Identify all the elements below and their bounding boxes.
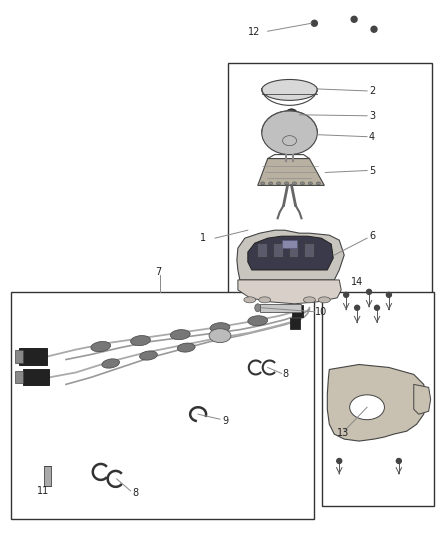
Polygon shape (258, 158, 324, 185)
Bar (15, 372, 23, 383)
Ellipse shape (351, 17, 357, 22)
Ellipse shape (355, 305, 360, 310)
Ellipse shape (262, 111, 318, 155)
Text: 3: 3 (369, 111, 375, 121)
Ellipse shape (337, 458, 342, 464)
Ellipse shape (170, 329, 190, 340)
Text: 2: 2 (369, 86, 375, 96)
Polygon shape (327, 365, 427, 441)
Ellipse shape (304, 297, 315, 303)
Ellipse shape (259, 297, 271, 303)
Bar (228, 63, 431, 297)
Text: 9: 9 (222, 416, 228, 426)
Ellipse shape (396, 458, 401, 464)
Ellipse shape (374, 305, 379, 310)
Ellipse shape (318, 297, 330, 303)
Ellipse shape (311, 20, 318, 26)
Text: 13: 13 (337, 428, 350, 438)
Text: 1: 1 (200, 233, 206, 243)
Text: 11: 11 (37, 486, 49, 496)
Bar (19, 348, 47, 366)
Text: 8: 8 (133, 488, 139, 498)
Ellipse shape (350, 395, 385, 419)
Text: 14: 14 (351, 277, 364, 287)
Bar (282, 240, 297, 248)
Bar (304, 243, 314, 257)
Ellipse shape (308, 182, 312, 185)
Ellipse shape (102, 359, 120, 368)
Bar (289, 243, 298, 257)
Ellipse shape (262, 79, 318, 100)
Ellipse shape (131, 336, 150, 346)
Ellipse shape (285, 182, 289, 185)
Polygon shape (238, 280, 341, 304)
Text: 6: 6 (369, 231, 375, 241)
Polygon shape (248, 236, 333, 270)
Bar (11, 292, 314, 519)
Ellipse shape (91, 342, 111, 352)
Text: 10: 10 (315, 307, 328, 317)
Ellipse shape (277, 182, 281, 185)
Text: 8: 8 (283, 369, 289, 379)
Polygon shape (237, 230, 344, 280)
Ellipse shape (140, 351, 157, 360)
Bar (260, 304, 301, 312)
Ellipse shape (367, 289, 371, 294)
Bar (292, 305, 304, 317)
Text: 12: 12 (248, 27, 260, 37)
Ellipse shape (286, 109, 297, 119)
Bar (273, 243, 283, 257)
Bar (15, 350, 23, 364)
Text: 4: 4 (369, 132, 375, 142)
Ellipse shape (177, 343, 195, 352)
Bar (44, 466, 51, 486)
Ellipse shape (344, 293, 349, 297)
Text: 7: 7 (155, 267, 162, 277)
Ellipse shape (371, 26, 377, 32)
Ellipse shape (248, 316, 268, 326)
Text: 5: 5 (369, 166, 375, 175)
Bar (257, 243, 267, 257)
Ellipse shape (209, 329, 231, 343)
Polygon shape (414, 384, 431, 414)
Ellipse shape (268, 182, 273, 185)
Ellipse shape (316, 182, 320, 185)
Ellipse shape (293, 182, 297, 185)
Ellipse shape (210, 322, 230, 333)
Ellipse shape (300, 182, 304, 185)
Ellipse shape (386, 293, 392, 297)
Ellipse shape (261, 182, 265, 185)
Bar (322, 292, 434, 506)
Ellipse shape (244, 297, 256, 303)
Bar (23, 369, 49, 385)
Ellipse shape (255, 304, 261, 312)
Bar (290, 318, 300, 329)
